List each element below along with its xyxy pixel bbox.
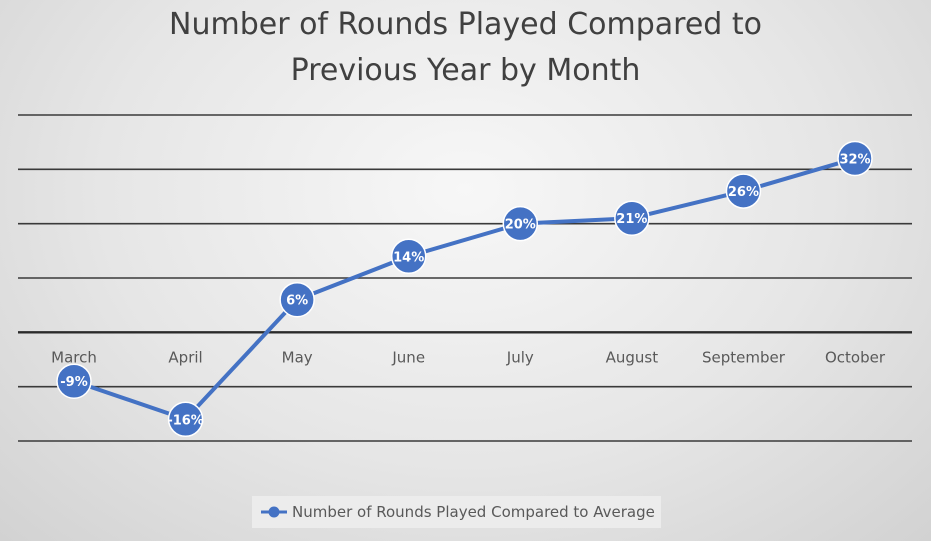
- category-label: April: [168, 348, 202, 366]
- data-point: [167, 401, 204, 438]
- data-label: 26%: [728, 185, 759, 200]
- category-labels: March April May June July August September Octo…: [51, 348, 886, 366]
- data-label: -16%: [167, 413, 204, 428]
- category-label: October: [825, 348, 886, 366]
- data-point: [837, 140, 873, 177]
- legend-line-marker-icon: [261, 506, 287, 518]
- data-point: [56, 363, 92, 399]
- series: -9% -16% 6% 14% 20% 21% 26% 32%: [56, 140, 873, 438]
- category-label: August: [606, 348, 659, 366]
- chart-title: Number of Rounds Played Compared to Prev…: [0, 2, 931, 94]
- category-label: June: [391, 348, 425, 366]
- category-label: March: [51, 348, 97, 366]
- category-label: July: [506, 348, 534, 366]
- data-point: [614, 200, 650, 236]
- data-label: -9%: [60, 375, 87, 390]
- data-label: 32%: [839, 152, 870, 167]
- chart-title-line-2: Previous Year by Month: [290, 53, 641, 88]
- data-label: 20%: [505, 218, 536, 233]
- data-label: 6%: [286, 294, 308, 309]
- gridlines: [18, 114, 912, 442]
- data-point: [725, 173, 762, 209]
- chart-title-line-1: Number of Rounds Played Compared to: [169, 7, 762, 42]
- series-line: [72, 156, 857, 422]
- data-point: [390, 238, 427, 275]
- legend: Number of Rounds Played Compared to Aver…: [252, 496, 661, 528]
- data-label: 21%: [616, 212, 647, 227]
- data-label: 14%: [393, 250, 424, 265]
- category-label: May: [282, 348, 313, 366]
- data-point: [279, 281, 315, 318]
- data-point: [502, 205, 539, 242]
- legend-label: Number of Rounds Played Compared to Aver…: [292, 503, 655, 521]
- category-label: September: [702, 348, 786, 366]
